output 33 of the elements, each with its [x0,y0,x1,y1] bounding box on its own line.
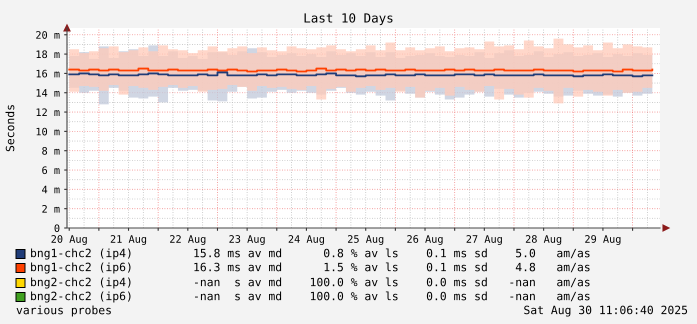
text: Sat Aug 30 11:06:40 2025 [524,306,688,317]
y-tick-label: 8 m [42,147,60,155]
x-tick-label: 23 Aug [229,235,265,245]
legend-label: bng1-chc2 (ip4) [31,248,130,260]
x-tick-label: 29 Aug [585,235,620,245]
x-tick-label: 20 Aug [51,235,87,245]
x-tick-label: 26 Aug [407,235,443,245]
y-tick-label: 14 m [36,89,60,97]
text: -nan s av md 100.0 % av ls 0.0 ms sd -nan am/as [194,277,590,288]
x-tick-label: 22 Aug [170,235,206,245]
y-tick-label: 2 m [42,204,60,213]
chart-title: Last 10 Days [304,13,393,26]
legend-label: bng2-chc2 (ip4) [31,277,130,289]
y-axis-title: Seconds [6,105,14,152]
x-tick-label: 28 Aug [526,235,562,245]
legend-label: bng2-chc2 (ip6) [31,291,130,303]
y-tick-label: 6 m [42,166,60,174]
y-tick-label: 18 m [36,50,60,58]
y-tick-label: 16 m [36,70,60,78]
y-tick-label: 10 m [36,128,60,136]
y-tick-label: 12 m [36,108,60,116]
y-tick-label: 20 m [36,31,60,39]
x-tick-label: 27 Aug [466,235,502,245]
text: -nan s av md 100.0 % av ls 0.0 ms sd -nan am/as [194,291,590,302]
text: 16.3 ms av md 1.5 % av ls 0.1 ms sd 4.8 am/as [194,262,590,272]
x-tick-label: 25 Aug [348,235,384,245]
x-tick-label: 24 Aug [288,235,324,245]
x-tick-label: 21 Aug [110,235,146,245]
y-tick-label: 4 m [42,186,60,194]
text: 15.8 ms av md 0.8 % av ls 0.1 ms sd 5.0 am/as [194,248,590,258]
y-tick-label: 0 [54,224,60,232]
legend-label: bng1-chc2 (ip6) [31,262,130,274]
text: various probes [16,306,111,317]
